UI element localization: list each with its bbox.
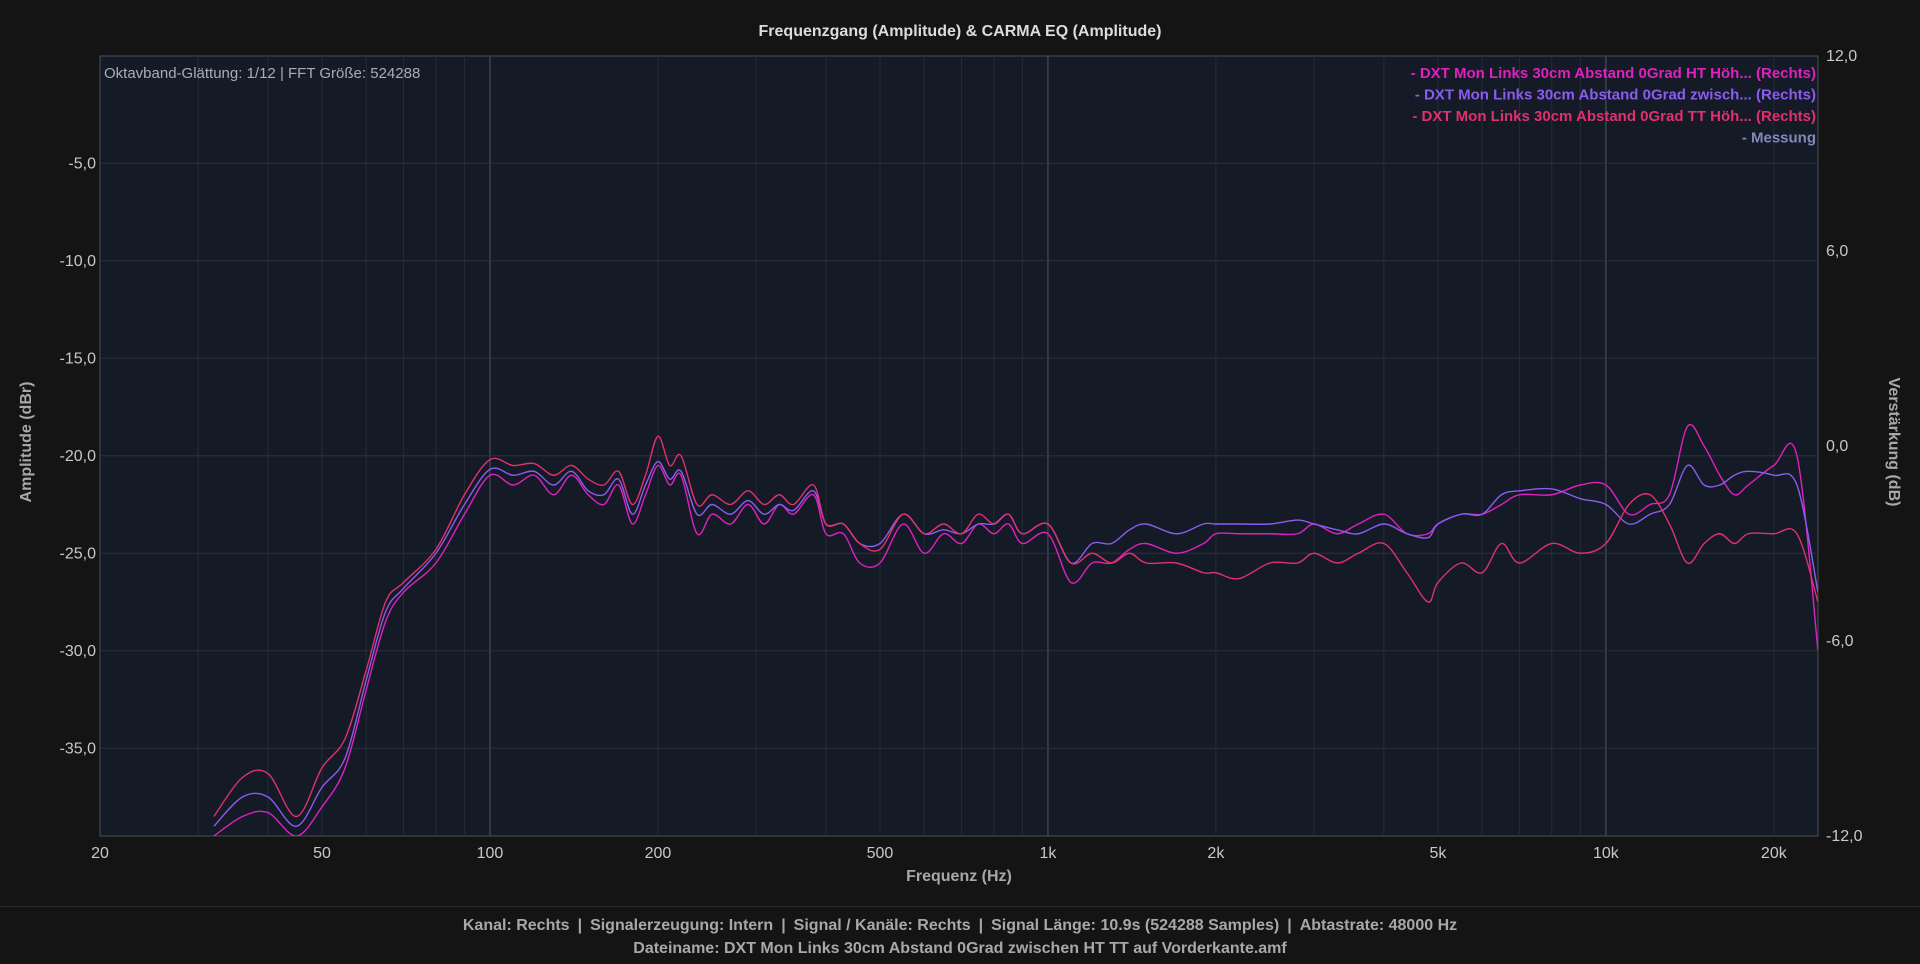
status-channel: Kanal: Rechts — [462, 917, 570, 934]
legend-entry: - DXT Mon Links 30cm Abstand 0Grad HT Hö… — [1411, 65, 1816, 82]
y2-tick-label: -6,0 — [1826, 633, 1854, 650]
y2-axis-label: Verstärkung (dB) — [1885, 378, 1902, 507]
x-tick-label: 200 — [645, 845, 672, 862]
x-tick-label: 100 — [477, 845, 504, 862]
y-tick-label: -5,0 — [68, 155, 96, 172]
smoothing-info: Oktavband-Glättung: 1/12 | FFT Größe: 52… — [104, 65, 420, 82]
legend-entry: - DXT Mon Links 30cm Abstand 0Grad zwisc… — [1415, 87, 1816, 104]
series-zwischen-line — [213, 460, 1818, 827]
legend-entry: - Messung — [1742, 130, 1816, 147]
status-sample-rate: Abtastrate: 48000 Hz — [1299, 917, 1458, 934]
y2-tick-label: -12,0 — [1826, 828, 1863, 845]
legend-entry: - DXT Mon Links 30cm Abstand 0Grad TT Hö… — [1412, 108, 1816, 125]
y-axis-label: Amplitude (dBr) — [18, 382, 35, 503]
chart-title: Frequenzgang (Amplitude) & CARMA EQ (Amp… — [759, 23, 1162, 40]
x-tick-label: 2k — [1207, 845, 1225, 862]
status-filename: Dateiname: DXT Mon Links 30cm Abstand 0G… — [633, 940, 1287, 957]
x-tick-label: 50 — [313, 845, 331, 862]
series-tt-line — [213, 435, 1818, 818]
y2-tick-label: 12,0 — [1826, 48, 1857, 65]
y-tick-label: -15,0 — [60, 350, 97, 367]
x-tick-label: 20k — [1761, 845, 1788, 862]
plot-area[interactable] — [99, 55, 1819, 837]
y-tick-label: -25,0 — [60, 545, 97, 562]
y-tick-label: -35,0 — [60, 740, 97, 757]
y2-tick-label: 0,0 — [1826, 438, 1848, 455]
y-tick-label: -30,0 — [60, 643, 97, 660]
x-tick-label: 500 — [867, 845, 894, 862]
legend: - DXT Mon Links 30cm Abstand 0Grad HT Hö… — [1411, 65, 1816, 147]
y2-tick-label: 6,0 — [1826, 243, 1848, 260]
x-tick-label: 20 — [91, 845, 109, 862]
status-signal-channels: Signal / Kanäle: Rechts — [793, 917, 971, 934]
y-tick-label: -20,0 — [60, 448, 97, 465]
axis-ticks: 20 50 100 200 500 1k 2k 5k 10k 20k -5,0 -10,0 -15,0 -… — [60, 48, 1863, 862]
grid — [100, 56, 1818, 836]
x-tick-label: 5k — [1429, 845, 1447, 862]
series-lines — [213, 423, 1818, 836]
y-tick-label: -10,0 — [60, 253, 97, 270]
frequency-response-chart: Frequenzgang (Amplitude) & CARMA EQ (Amp… — [18, 23, 1902, 885]
status-signal-generation: Signalerzeugung: Intern — [590, 917, 774, 934]
status-signal-length: Signal Länge: 10.9s (524288 Samples) — [991, 917, 1280, 934]
x-tick-label: 1k — [1039, 845, 1057, 862]
x-tick-label: 10k — [1593, 845, 1620, 862]
status-info-line: Kanal: Rechts | Signalerzeugung: Intern | Si… — [462, 917, 1458, 934]
status-bar: Kanal: Rechts | Signalerzeugung: Intern | Si… — [0, 906, 1920, 964]
x-axis-label: Frequenz (Hz) — [906, 868, 1012, 885]
